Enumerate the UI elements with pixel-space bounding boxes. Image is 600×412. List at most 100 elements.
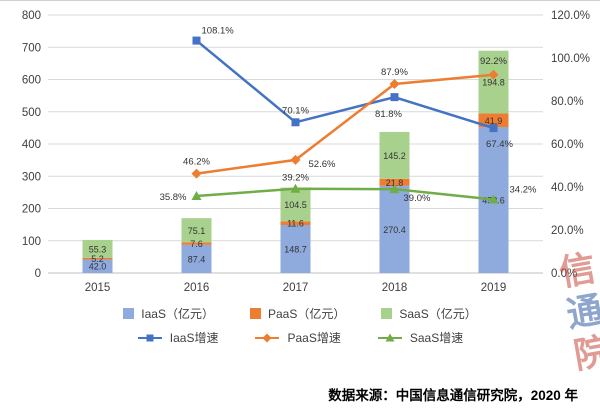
bar-value-label-saas-2017: 104.5 [284, 200, 307, 210]
right-axis-tick-label: 0.0% [551, 268, 577, 280]
saas-growth-marker-icon [488, 194, 499, 204]
paas-growth-marker-icon [191, 168, 202, 179]
legend-item-iaas: IaaS（亿元） [123, 305, 214, 322]
legend-item-iaas-growth: IaaS增速 [137, 329, 219, 346]
iaas-growth-marker-icon [192, 36, 201, 45]
bar-segment-saas-2015 [82, 239, 113, 258]
right-axis-tick-label: 40.0% [551, 182, 584, 194]
bar-value-label-paas-2015: 5.2 [91, 254, 104, 264]
legend-row-lines: IaaS增速 PaaS增速 SaaS增速 [137, 329, 463, 346]
right-axis-tick-label: 60.0% [551, 139, 584, 151]
paas-growth-legend-marker-icon [262, 333, 272, 342]
saas-growth-legend-marker-icon [385, 333, 395, 341]
bar-value-label-paas-2018: 21.8 [386, 178, 404, 188]
growth-label-iaas-growth-2017: 70.1% [282, 105, 309, 116]
paas-growth-marker-icon [389, 79, 400, 90]
bar-segment-iaas-2017 [280, 225, 311, 273]
left-axis-tick-label: 0 [35, 268, 41, 280]
bar-value-label-iaas-2015: 42.0 [89, 262, 107, 272]
left-axis-tick-label: 400 [22, 139, 41, 151]
saas-swatch-icon [381, 308, 393, 319]
x-axis-label: 2017 [283, 282, 309, 294]
left-axis-tick-label: 800 [22, 10, 41, 22]
iaas-growth-marker-icon [291, 118, 300, 127]
left-axis-tick-label: 100 [22, 236, 41, 248]
growth-label-paas-growth-2018: 87.9% [381, 67, 408, 78]
bar-segment-saas-2018 [379, 131, 410, 179]
x-axis-label: 2018 [382, 282, 408, 294]
paas-growth-line-icon [255, 333, 280, 342]
bar-value-label-paas-2017: 11.6 [287, 219, 304, 229]
legend-item-saas-growth: SaaS增速 [377, 329, 463, 346]
saas-growth-line [196, 187, 494, 201]
growth-label-paas-growth-2016: 46.2% [183, 157, 210, 168]
bar-segment-paas-2018 [379, 178, 410, 186]
x-axis-label: 2015 [85, 282, 111, 294]
bar-segment-saas-2016 [181, 218, 212, 243]
bar-segment-iaas-2018 [379, 185, 410, 273]
bar-segment-paas-2017 [280, 221, 311, 226]
left-axis-tick-label: 700 [22, 42, 41, 54]
iaas-growth-marker-icon [390, 93, 399, 102]
x-axis-label: 2019 [481, 282, 507, 294]
legend-label-paas-growth: PaaS增速 [287, 331, 341, 345]
bar-value-label-iaas-2017: 148.7 [284, 245, 307, 255]
right-axis-tick-label: 20.0% [551, 225, 584, 237]
legend: IaaS（亿元） PaaS（亿元） SaaS（亿元） IaaS增速 PaaS增速 [0, 305, 600, 346]
legend-row-bars: IaaS（亿元） PaaS（亿元） SaaS（亿元） [123, 305, 477, 322]
growth-label-paas-growth-2019: 92.2% [480, 56, 507, 67]
bar-value-label-iaas-2018: 270.4 [383, 225, 406, 235]
legend-label-iaas: IaaS（亿元） [141, 307, 214, 321]
iaas-growth-line [195, 39, 494, 130]
bar-value-label-saas-2016: 75.1 [188, 226, 206, 236]
left-axis-tick-label: 300 [22, 171, 41, 183]
paas-swatch-icon [249, 308, 261, 319]
bar-value-label-paas-2019: 41.9 [485, 116, 503, 126]
bar-segment-saas-2019 [478, 50, 509, 114]
legend-label-paas: PaaS（亿元） [267, 307, 346, 321]
legend-label-saas: SaaS（亿元） [399, 307, 477, 321]
iaas-swatch-icon [123, 308, 135, 319]
growth-label-paas-growth-2017: 52.6% [309, 159, 336, 170]
iaas-growth-legend-marker-icon [146, 334, 154, 341]
bar-value-label-iaas-2016: 87.4 [188, 254, 206, 264]
right-axis-tick-label: 120.0% [551, 10, 590, 22]
x-axis-label: 2016 [184, 282, 210, 294]
legend-label-saas-growth: SaaS增速 [409, 331, 464, 345]
bar-value-label-saas-2015: 55.3 [89, 244, 107, 254]
bar-segment-saas-2017 [280, 187, 311, 222]
bar-value-label-saas-2018: 145.2 [383, 151, 406, 161]
saas-growth-line-icon [377, 333, 402, 341]
source-note: 数据来源：中国信息通信研究院，2020 年 [328, 388, 578, 403]
cloud-market-combo-chart: 0 100 200 300 400 500 600 700 800 0.0% 20.0% 40.0% 6… [22, 10, 590, 294]
growth-label-saas-growth-2017: 39.2% [282, 173, 309, 184]
bar-segment-paas-2015 [82, 257, 113, 260]
iaas-growth-marker-icon [489, 124, 498, 133]
right-axis-tick-label: 100.0% [551, 53, 590, 65]
growth-label-iaas-growth-2019: 67.4% [486, 139, 513, 150]
saas-growth-marker-icon [290, 183, 301, 193]
bar-segment-paas-2016 [181, 242, 212, 245]
bar-value-label-paas-2016: 7.6 [190, 239, 203, 249]
bar-segment-iaas-2015 [82, 259, 113, 273]
bar-segment-iaas-2016 [181, 244, 212, 273]
growth-label-saas-growth-2016: 35.8% [160, 192, 187, 203]
left-axis-tick-label: 200 [22, 204, 41, 216]
paas-growth-marker-icon [488, 69, 499, 80]
legend-item-paas-growth: PaaS增速 [254, 329, 341, 346]
paas-growth-line [196, 73, 494, 175]
legend-label-iaas-growth: IaaS增速 [169, 331, 219, 345]
left-axis-tick-label: 500 [22, 107, 41, 119]
bar-value-label-saas-2019: 194.8 [482, 78, 505, 88]
legend-item-paas: PaaS（亿元） [249, 305, 346, 322]
growth-label-iaas-growth-2016: 108.1% [202, 26, 235, 37]
saas-growth-marker-icon [191, 191, 202, 201]
growth-label-iaas-growth-2018: 81.8% [375, 109, 402, 120]
saas-growth-marker-icon [389, 184, 400, 194]
right-axis-tick-label: 80.0% [551, 96, 584, 108]
paas-growth-marker-icon [290, 154, 301, 165]
legend-item-saas: SaaS（亿元） [381, 305, 477, 322]
bar-segment-paas-2019 [478, 113, 509, 128]
growth-label-saas-growth-2018: 39.0% [404, 193, 431, 204]
